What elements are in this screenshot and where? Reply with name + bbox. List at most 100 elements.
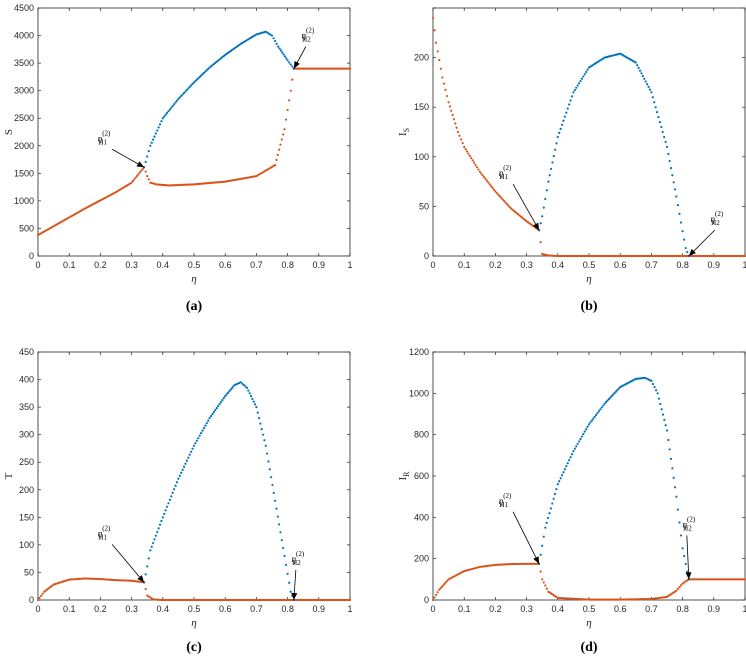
data-point	[655, 111, 659, 114]
data-point	[249, 394, 253, 398]
data-point	[222, 396, 225, 400]
data-point	[676, 587, 680, 590]
data-point	[569, 99, 572, 102]
y-tick-label: 250	[19, 457, 34, 467]
data-point	[207, 419, 210, 422]
data-point	[669, 167, 673, 170]
data-point	[651, 96, 654, 99]
data-point	[664, 140, 667, 144]
x-tick-label: 0	[430, 604, 435, 614]
annotation-superscript: (2)	[503, 164, 512, 172]
annotation-superscript: (2)	[306, 27, 315, 35]
data-point	[596, 411, 599, 415]
y-tick-label: 2000	[14, 141, 34, 151]
data-point	[607, 398, 610, 401]
y-tick-label: 1000	[409, 388, 429, 398]
data-point	[197, 437, 200, 440]
data-point	[161, 117, 164, 120]
data-point	[194, 442, 197, 445]
x-tick-label: 1	[347, 604, 352, 614]
data-point	[160, 120, 163, 123]
data-point	[568, 459, 571, 462]
annotation-subscript: H1	[98, 533, 107, 541]
data-point	[283, 554, 286, 558]
data-point	[289, 63, 292, 66]
data-point	[672, 181, 675, 184]
data-point	[263, 439, 266, 442]
data-point	[468, 154, 471, 157]
data-point	[147, 150, 150, 153]
data-point	[438, 58, 441, 62]
data-point	[504, 201, 507, 204]
data-point	[153, 538, 156, 541]
data-point	[288, 61, 291, 64]
x-tick-label: 0.3	[520, 604, 533, 614]
data-point	[546, 516, 550, 520]
data-point	[458, 134, 461, 137]
data-point	[270, 476, 273, 479]
data-point	[600, 406, 603, 409]
data-point	[440, 585, 444, 588]
y-tick-label: 200	[414, 53, 429, 63]
data-point	[268, 468, 271, 471]
data-point	[138, 171, 142, 174]
data-point	[182, 91, 186, 95]
data-point	[475, 166, 479, 169]
data-point	[539, 553, 542, 556]
data-point	[551, 502, 554, 505]
annotation-subscript: H1	[499, 173, 508, 181]
annotation-arrow	[512, 184, 540, 231]
data-point	[225, 393, 228, 396]
data-point	[274, 39, 277, 43]
data-point	[170, 495, 173, 498]
data-point	[566, 462, 569, 465]
data-point	[541, 578, 544, 581]
data-point	[587, 423, 591, 426]
x-tick-label: 0.6	[219, 260, 232, 270]
data-point	[199, 74, 203, 77]
data-point	[278, 523, 281, 526]
x-tick-label: 0.3	[125, 604, 138, 614]
data-point	[616, 389, 619, 392]
data-point	[158, 123, 162, 126]
data-point	[575, 86, 578, 89]
data-point	[586, 68, 589, 71]
data-point	[164, 113, 167, 116]
data-point	[443, 582, 446, 585]
data-point	[482, 175, 486, 179]
data-point	[565, 465, 568, 468]
data-point	[136, 174, 139, 177]
x-tick-label: 0.4	[552, 260, 565, 270]
data-point	[544, 584, 547, 587]
data-point	[441, 76, 444, 79]
data-point	[576, 442, 579, 445]
data-point	[471, 159, 474, 162]
data-point	[442, 82, 446, 85]
data-point	[681, 230, 684, 233]
data-point	[559, 127, 562, 130]
data-point	[613, 392, 616, 395]
data-point	[165, 111, 169, 115]
y-tick-label: 0	[424, 595, 429, 605]
data-point	[168, 498, 171, 501]
data-point	[638, 69, 642, 72]
data-point	[134, 176, 137, 179]
x-tick-label: 0	[35, 260, 40, 270]
annotation-arrowhead	[533, 556, 540, 564]
data-point	[279, 49, 283, 52]
data-point	[684, 246, 687, 250]
data-point	[577, 82, 581, 85]
x-tick-label: 0.2	[489, 604, 502, 614]
series-steady-state	[431, 16, 746, 258]
data-point	[255, 406, 258, 409]
series-periodic-max	[142, 381, 295, 602]
data-point	[579, 79, 582, 83]
x-tick-label: 1	[742, 260, 746, 270]
data-point	[215, 407, 218, 410]
data-point	[656, 392, 659, 395]
annotation-arrowhead	[137, 575, 145, 583]
data-point	[545, 587, 548, 590]
data-point	[259, 422, 262, 425]
data-point	[251, 397, 254, 400]
data-point	[260, 428, 263, 431]
